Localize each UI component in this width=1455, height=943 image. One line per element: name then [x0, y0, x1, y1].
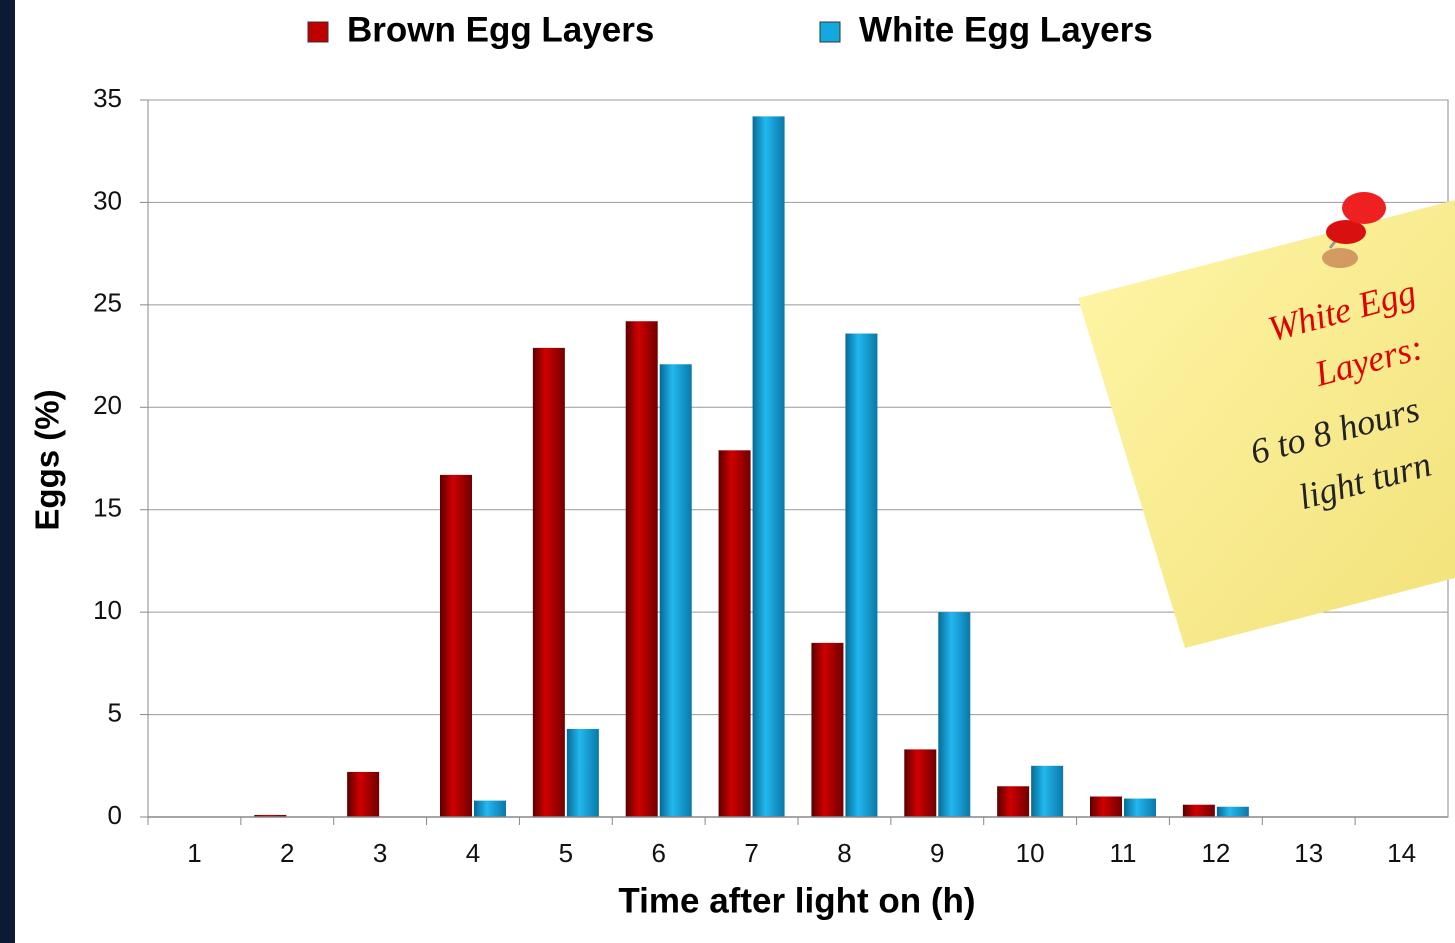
bar	[532, 347, 565, 817]
note-paper	[1078, 200, 1455, 648]
x-tick-label: 6	[651, 838, 665, 868]
bar	[1031, 765, 1064, 817]
y-tick-label: 30	[93, 185, 122, 215]
x-tick-label: 3	[373, 838, 387, 868]
bar	[752, 116, 785, 818]
x-tick-label: 11	[1110, 838, 1137, 868]
bar	[1124, 798, 1156, 817]
x-tick-label: 9	[930, 838, 944, 868]
bar	[254, 814, 287, 817]
bar	[566, 728, 599, 817]
bar	[904, 749, 937, 817]
bar	[811, 642, 844, 817]
y-tick-label: 0	[108, 800, 122, 830]
bar	[474, 800, 506, 817]
x-tick-label: 13	[1294, 838, 1323, 868]
y-tick-label: 35	[93, 83, 122, 113]
pin-head	[1342, 192, 1386, 224]
y-tick-label: 10	[93, 595, 122, 625]
bar	[440, 474, 472, 817]
x-tick-label: 7	[744, 838, 758, 868]
y-tick-label: 5	[108, 697, 122, 727]
bar	[938, 612, 971, 817]
x-tick-label: 14	[1387, 838, 1416, 868]
bar	[347, 771, 380, 817]
x-tick-label: 2	[280, 838, 294, 868]
y-tick-label: 15	[93, 493, 122, 523]
y-axis-label: Eggs (%)	[29, 389, 66, 530]
bar	[1090, 796, 1122, 817]
legend-swatch	[819, 21, 841, 43]
legend-swatch	[307, 21, 329, 43]
x-tick-label: 1	[187, 838, 201, 868]
legend-label: Brown Egg Layers	[347, 10, 654, 49]
y-tick-label: 25	[93, 288, 122, 318]
bar	[718, 450, 751, 817]
x-tick-label: 5	[559, 838, 573, 868]
bar	[625, 321, 658, 817]
x-tick-label: 8	[837, 838, 851, 868]
bar	[845, 333, 878, 817]
legend-label: White Egg Layers	[859, 10, 1153, 49]
pin-shadow	[1322, 248, 1358, 268]
bar	[659, 364, 692, 817]
x-tick-label: 10	[1016, 838, 1045, 868]
bar	[997, 786, 1030, 817]
pin-body	[1326, 220, 1366, 244]
bar	[1182, 804, 1215, 817]
x-tick-label: 12	[1201, 838, 1230, 868]
x-tick-label: 4	[466, 838, 480, 868]
y-tick-label: 20	[93, 390, 122, 420]
bar	[1216, 806, 1249, 817]
x-axis-label: Time after light on (h)	[618, 881, 975, 920]
